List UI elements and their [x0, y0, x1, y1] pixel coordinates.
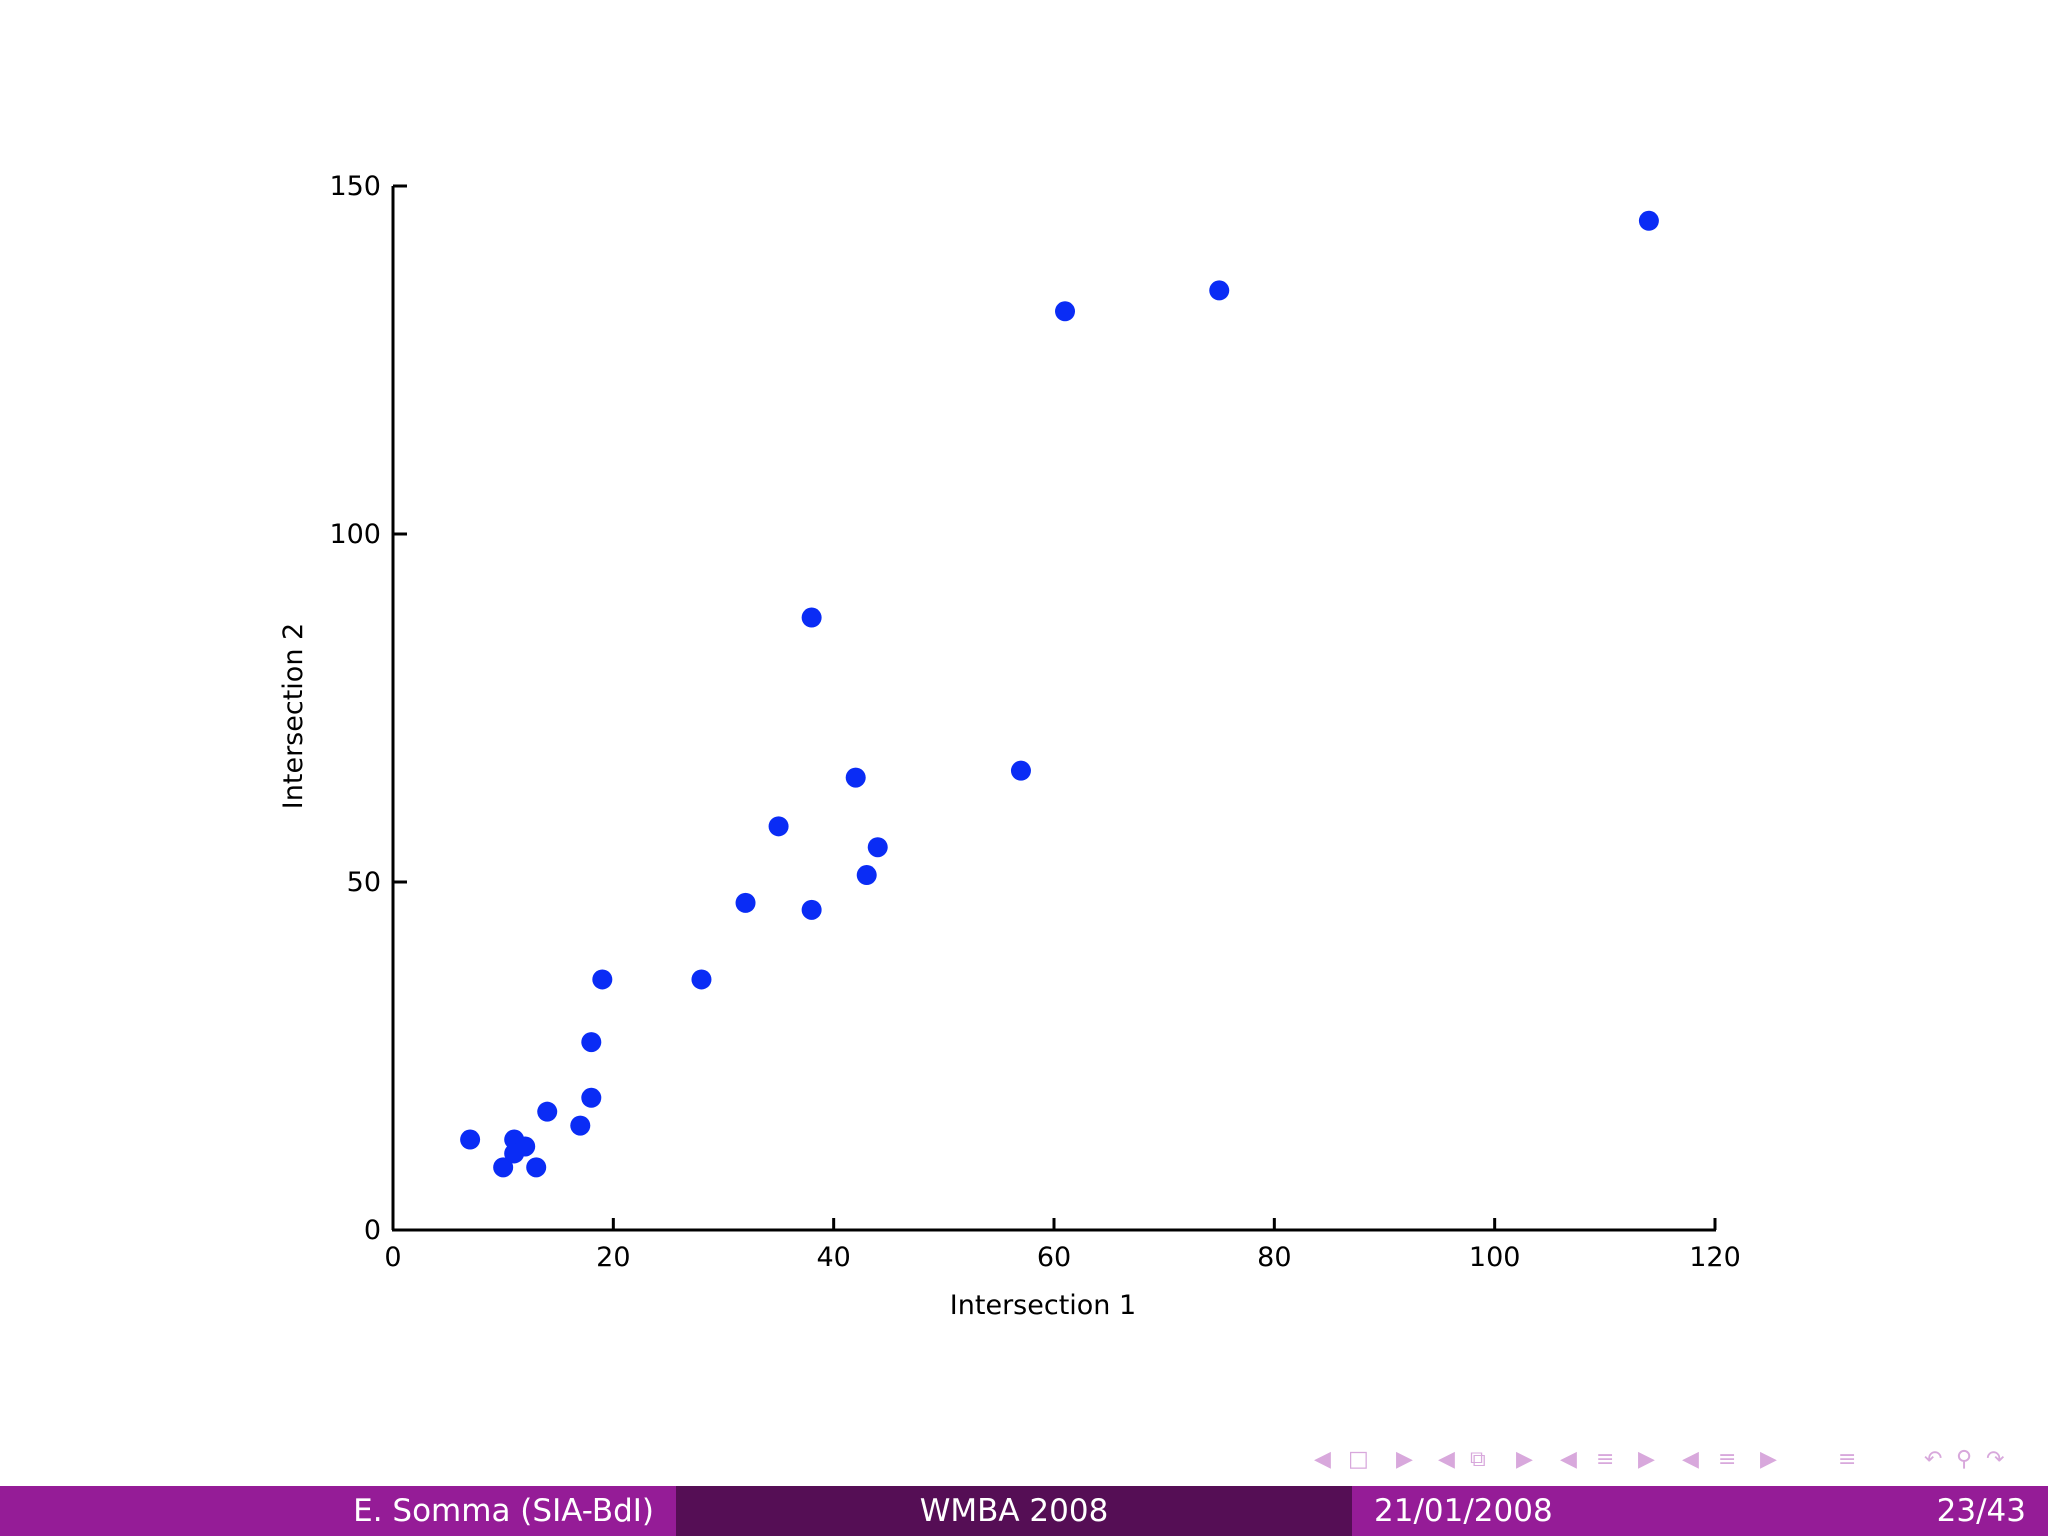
- x-tick-label: 100: [1469, 1242, 1521, 1273]
- scatter-point: [801, 607, 822, 628]
- scatter-point: [768, 816, 789, 837]
- y-tick-label: 150: [329, 171, 381, 202]
- data-points: [460, 210, 1659, 1178]
- scatter-point: [526, 1157, 547, 1178]
- scatter-point: [856, 865, 877, 886]
- scatter-chart: 0 20 40 60 80 100 120 0 50 100 150 Intersection 1…: [278, 171, 1741, 1321]
- x-axis-title: Intersection 1: [950, 1290, 1136, 1321]
- y-tick-label: 0: [364, 1215, 381, 1246]
- x-tick-label: 40: [816, 1242, 850, 1273]
- nav-arrow-left-icon[interactable]: ◀: [1682, 1447, 1699, 1472]
- nav-presentation-icon[interactable]: ≡: [1718, 1447, 1737, 1472]
- x-tick-label: 120: [1689, 1242, 1741, 1273]
- nav-arrow-left-icon[interactable]: ◀: [1438, 1447, 1455, 1472]
- y-tick-label: 100: [329, 519, 381, 550]
- scatter-point: [493, 1157, 514, 1178]
- nav-arrow-left-icon[interactable]: ◀: [1314, 1447, 1331, 1472]
- nav-section-icon[interactable]: ≡: [1596, 1447, 1615, 1472]
- x-tick-label: 80: [1257, 1242, 1291, 1273]
- footer-author: E. Somma (SIA-BdI): [0, 1486, 676, 1536]
- scatter-point: [1055, 301, 1076, 322]
- chart-axes: [391, 186, 1716, 1232]
- scatter-point: [460, 1129, 481, 1150]
- footer-page-number: 23/43: [1936, 1493, 2026, 1529]
- footer-date: 21/01/2008: [1374, 1493, 1553, 1529]
- nav-search-icon[interactable]: ⚲: [1956, 1447, 1973, 1472]
- y-axis-title: Intersection 2: [278, 623, 309, 809]
- footline: E. Somma (SIA-BdI) WMBA 2008 21/01/2008 …: [0, 1486, 2048, 1536]
- nav-arrow-right-icon[interactable]: ▶: [1638, 1447, 1655, 1472]
- x-ticks: 0 20 40 60 80 100 120: [384, 1218, 1741, 1273]
- nav-forward-icon[interactable]: ↷: [1986, 1447, 2005, 1472]
- scatter-point: [867, 837, 888, 858]
- scatter-point: [537, 1101, 558, 1122]
- nav-align-icon[interactable]: ≡: [1838, 1447, 1857, 1472]
- scatter-point: [735, 892, 756, 913]
- scatter-point: [1010, 760, 1031, 781]
- nav-arrow-left-icon[interactable]: ◀: [1560, 1447, 1577, 1472]
- scatter-point: [570, 1115, 591, 1136]
- scatter-point: [801, 899, 822, 920]
- scatter-point: [515, 1136, 536, 1157]
- nav-arrow-right-icon[interactable]: ▶: [1760, 1447, 1777, 1472]
- y-ticks: 0 50 100 150: [329, 171, 407, 1246]
- scatter-point: [845, 767, 866, 788]
- nav-back-icon[interactable]: ↶: [1924, 1447, 1943, 1472]
- x-tick-label: 60: [1037, 1242, 1071, 1273]
- scatter-point: [592, 969, 613, 990]
- scatter-point: [1638, 210, 1659, 231]
- footer-title: WMBA 2008: [676, 1486, 1352, 1536]
- y-tick-label: 50: [347, 867, 381, 898]
- footer-date-page: 21/01/2008 23/43: [1352, 1486, 2048, 1536]
- scatter-point: [581, 1032, 602, 1053]
- x-tick-label: 0: [384, 1242, 401, 1273]
- nav-arrow-right-icon[interactable]: ▶: [1516, 1447, 1533, 1472]
- nav-arrow-right-icon[interactable]: ▶: [1396, 1447, 1413, 1472]
- x-tick-label: 20: [596, 1242, 630, 1273]
- nav-frame-icon[interactable]: □: [1348, 1447, 1369, 1472]
- scatter-point: [1209, 280, 1230, 301]
- scatter-point: [691, 969, 712, 990]
- nav-subsection-icon[interactable]: ⧉: [1470, 1447, 1486, 1472]
- navigation-symbols: ◀ □ ▶ ◀ ⧉ ▶ ◀ ≡ ▶ ◀ ≡ ▶ ≡ ↶ ⚲ ↷: [1310, 1440, 2030, 1480]
- scatter-point: [581, 1087, 602, 1108]
